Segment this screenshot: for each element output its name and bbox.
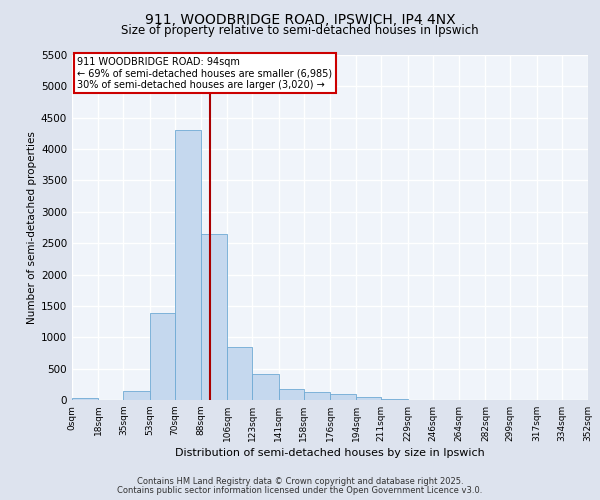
Bar — [304, 392, 330, 400]
Bar — [278, 390, 304, 400]
Bar — [175, 130, 201, 400]
Y-axis label: Number of semi-detached properties: Number of semi-detached properties — [27, 131, 37, 324]
X-axis label: Distribution of semi-detached houses by size in Ipswich: Distribution of semi-detached houses by … — [175, 448, 485, 458]
Bar — [149, 314, 175, 400]
Bar — [124, 390, 149, 400]
Text: Contains HM Land Registry data © Crown copyright and database right 2025.: Contains HM Land Registry data © Crown c… — [137, 477, 463, 486]
Bar — [72, 398, 98, 400]
Bar — [227, 346, 253, 400]
Text: 911, WOODBRIDGE ROAD, IPSWICH, IP4 4NX: 911, WOODBRIDGE ROAD, IPSWICH, IP4 4NX — [145, 12, 455, 26]
Bar — [201, 234, 227, 400]
Text: Contains public sector information licensed under the Open Government Licence v3: Contains public sector information licen… — [118, 486, 482, 495]
Bar — [330, 394, 356, 400]
Bar — [382, 399, 407, 400]
Text: Size of property relative to semi-detached houses in Ipswich: Size of property relative to semi-detach… — [121, 24, 479, 37]
Bar — [253, 374, 278, 400]
Bar — [356, 397, 382, 400]
Text: 911 WOODBRIDGE ROAD: 94sqm
← 69% of semi-detached houses are smaller (6,985)
30%: 911 WOODBRIDGE ROAD: 94sqm ← 69% of semi… — [77, 56, 332, 90]
